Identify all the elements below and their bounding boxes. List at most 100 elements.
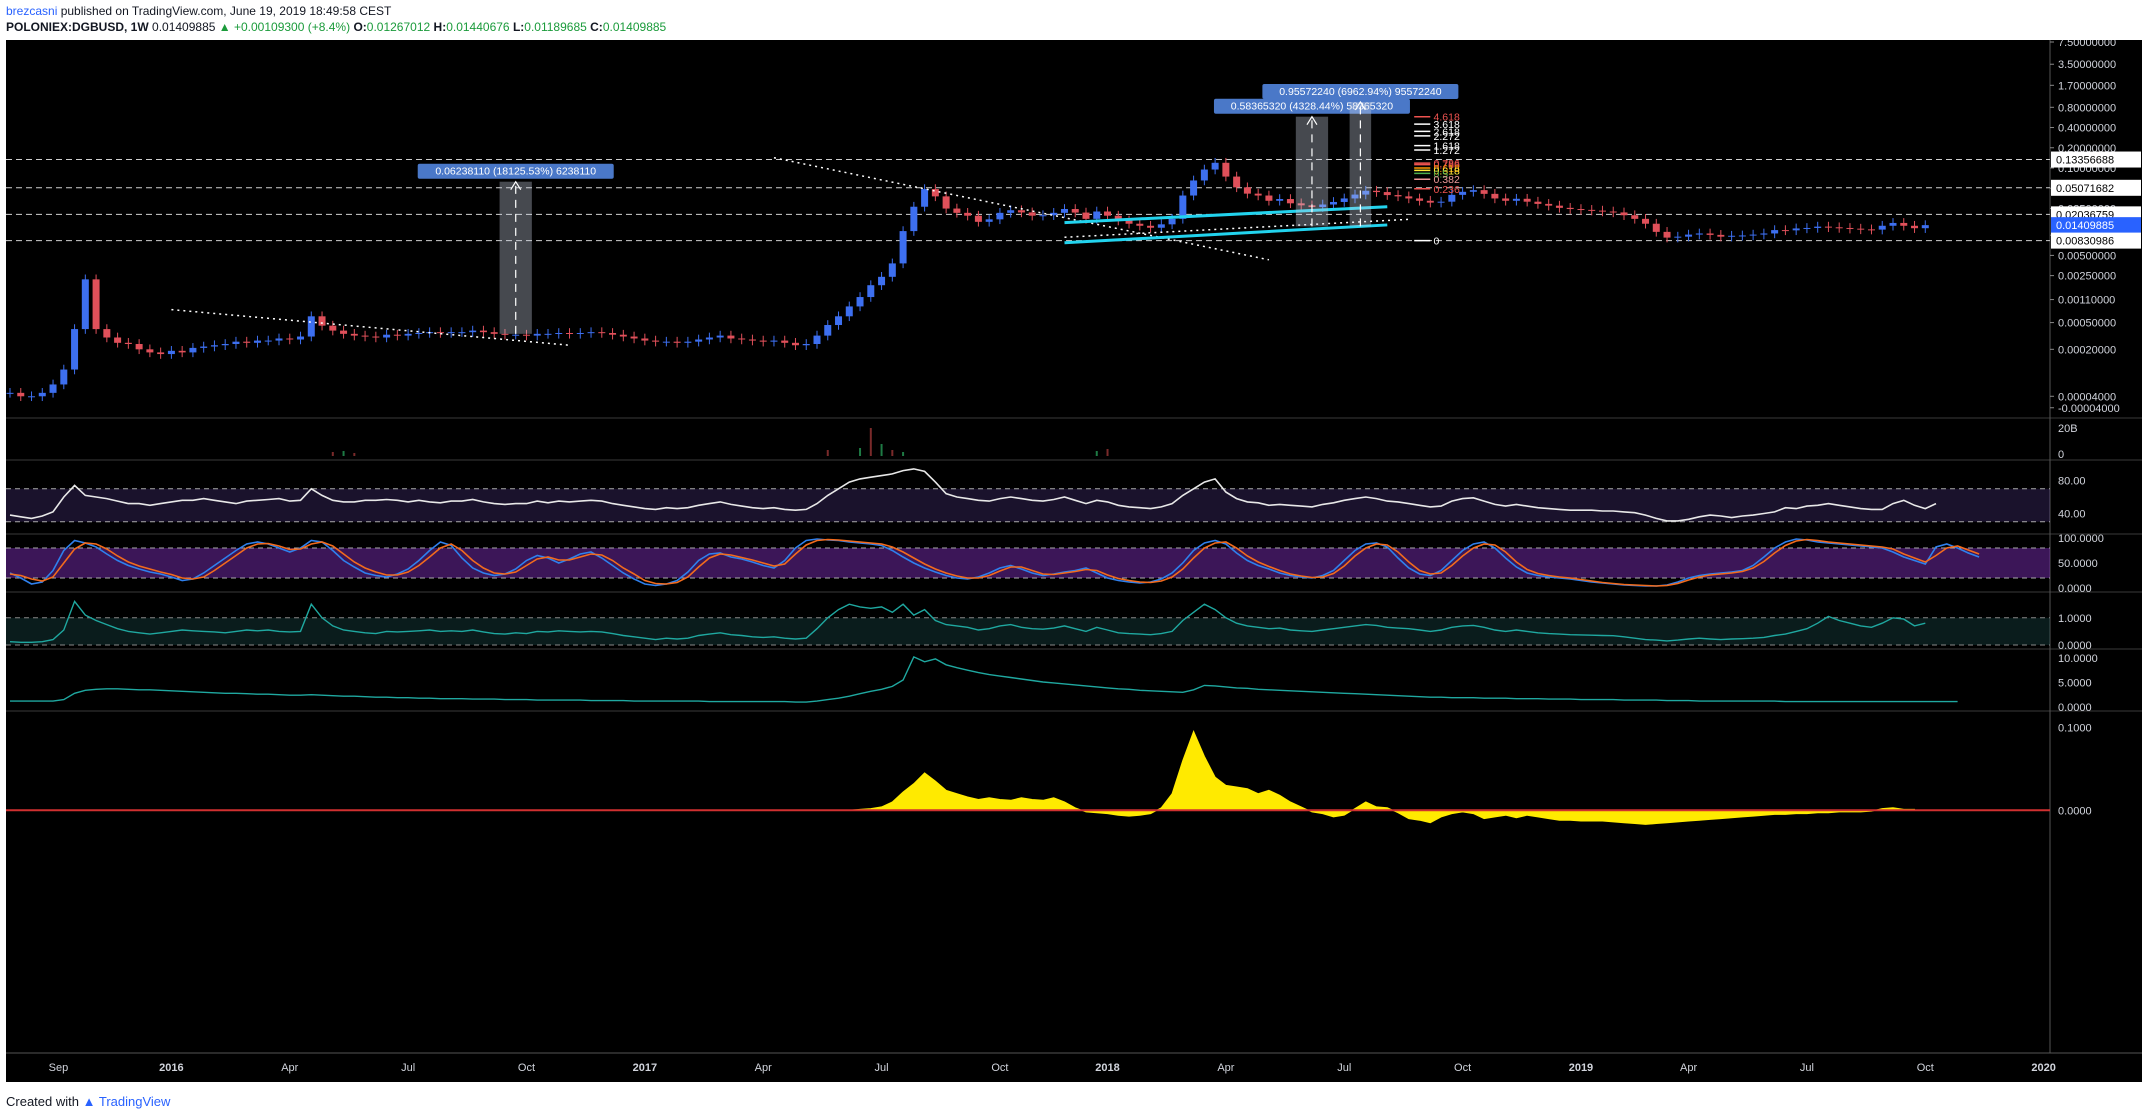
- candle-body: [942, 196, 950, 209]
- candle-body: [458, 332, 466, 334]
- candle-body: [835, 316, 843, 326]
- bbw-band: [6, 617, 2050, 645]
- candle-body: [824, 325, 832, 336]
- candle-body: [1114, 215, 1122, 221]
- candle-body: [759, 340, 767, 342]
- candle-body: [544, 333, 552, 335]
- price-label: 0.00830986: [2056, 236, 2114, 248]
- tradingview-brand[interactable]: TradingView: [98, 1094, 171, 1109]
- candle-body: [1276, 199, 1284, 201]
- candle-body: [1620, 212, 1628, 216]
- price-label: 0.01409885: [2056, 220, 2114, 232]
- candle-body: [1050, 212, 1058, 216]
- open-label: O:: [353, 20, 367, 34]
- candle-body: [1685, 234, 1693, 237]
- time-tick-label: 2019: [1569, 1062, 1593, 1074]
- candle-body: [1771, 230, 1779, 234]
- candle-body: [1416, 198, 1424, 201]
- price-tick-label: 0.00050000: [2058, 318, 2116, 330]
- volume-bar: [902, 452, 905, 456]
- candle-body: [221, 344, 229, 346]
- stoch-band: [6, 548, 2050, 578]
- measure-target-2-arrow-head: [1354, 100, 1366, 111]
- fib-level-label: 0.786: [1434, 158, 1460, 170]
- candle-body: [727, 335, 735, 339]
- chart-area[interactable]: 7.50000000 3.50000000 1.70000000 0.80000000…: [6, 37, 2148, 1082]
- price-label: 0.13356688: [2056, 155, 2114, 167]
- candle-body: [383, 334, 391, 338]
- candle-body: [781, 340, 789, 343]
- price-tick-label: 0.00250000: [2058, 271, 2116, 283]
- stoch-tick-label: 0.0000: [2058, 583, 2092, 595]
- candle-body: [888, 263, 896, 277]
- candle-body: [1426, 200, 1434, 203]
- candle-body: [264, 340, 272, 342]
- bbw-tick-label: 0.0000: [2058, 640, 2092, 652]
- candle-body: [1157, 224, 1165, 228]
- candle-body: [1125, 220, 1133, 224]
- candle-body: [1437, 201, 1445, 203]
- channel-upper-line: [1064, 205, 1388, 225]
- candle-body: [361, 335, 369, 337]
- macd-tick-label: 0.1000: [2058, 722, 2092, 734]
- volume-bar: [1106, 449, 1109, 456]
- measure-2017-arrow-head: [510, 180, 522, 191]
- candle-body: [6, 392, 14, 394]
- candle-body: [1598, 210, 1606, 212]
- candle-body: [297, 336, 305, 340]
- candle-body: [1060, 209, 1068, 213]
- candle-body: [1459, 191, 1467, 195]
- candle-body: [1351, 194, 1359, 199]
- high-label: H:: [433, 20, 447, 34]
- candle-body: [1781, 230, 1789, 232]
- measure-2017-label-bg: [417, 163, 614, 179]
- candle-body: [1373, 190, 1381, 193]
- candle-body: [1824, 226, 1832, 228]
- candle-body: [1749, 234, 1757, 236]
- candle-body: [1243, 187, 1251, 194]
- candle-body: [329, 325, 337, 331]
- candle-body: [845, 306, 853, 317]
- candle-body: [791, 342, 799, 346]
- candle-body: [1867, 229, 1875, 231]
- price-tick-label: 0.80000000: [2058, 102, 2116, 114]
- candle-body: [662, 341, 670, 343]
- candle-body: [1405, 196, 1413, 199]
- time-tick-label: Oct: [1454, 1062, 1471, 1074]
- tradingview-logo-icon[interactable]: ▲: [82, 1094, 96, 1109]
- candle-body: [135, 344, 143, 350]
- candle-body: [210, 345, 218, 347]
- candle-body: [1233, 176, 1241, 188]
- time-tick-label: 2017: [633, 1062, 657, 1074]
- rsi-band: [6, 488, 2050, 522]
- fib-level-label: 0.382: [1434, 174, 1460, 186]
- candle-body: [469, 330, 477, 333]
- low-label: L:: [512, 20, 525, 34]
- candle-body: [555, 332, 563, 334]
- candle-body: [124, 342, 132, 345]
- candle-body: [1857, 228, 1865, 230]
- candle-body: [1792, 228, 1800, 231]
- candle-body: [1631, 215, 1639, 219]
- price-tick-label: 1.70000000: [2058, 80, 2116, 92]
- candle-body: [1523, 198, 1531, 202]
- volume-bar: [1095, 451, 1098, 456]
- candle-body: [189, 347, 197, 353]
- candle-body: [1480, 190, 1488, 194]
- candle-body: [1136, 223, 1144, 226]
- candle-body: [415, 332, 423, 334]
- price-tick-label: 0.00500000: [2058, 250, 2116, 262]
- chart-svg[interactable]: 7.50000000 3.50000000 1.70000000 0.80000000…: [6, 37, 2148, 1082]
- price-label-bg: [2051, 151, 2141, 168]
- candle-body: [436, 332, 444, 334]
- candle-body: [587, 332, 595, 334]
- candle-body: [619, 334, 627, 337]
- price-label-bg: [2051, 217, 2141, 234]
- candle-body: [1814, 226, 1822, 228]
- ohlc-header: POLONIEX:DGBUSD, 1W 0.01409885 ▲ +0.0010…: [6, 20, 666, 34]
- author-link[interactable]: brezcasni: [6, 4, 58, 18]
- bbw-line: [9, 599, 1926, 643]
- fib-level-label: 3.618: [1434, 119, 1460, 131]
- candle-body: [921, 189, 929, 207]
- volume-bar: [353, 453, 356, 456]
